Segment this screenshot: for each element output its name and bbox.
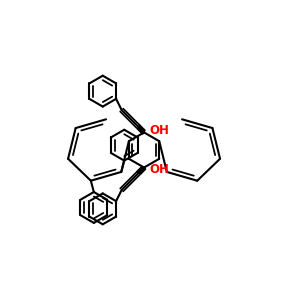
- Text: OH: OH: [149, 124, 169, 137]
- Text: OH: OH: [149, 163, 169, 176]
